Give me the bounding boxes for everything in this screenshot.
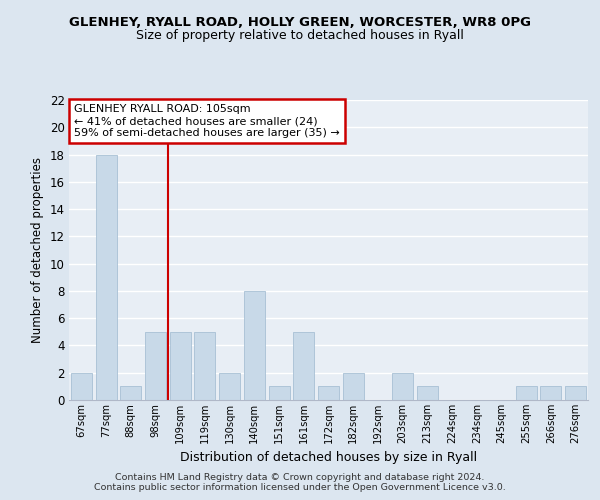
- Bar: [269, 386, 290, 400]
- Bar: [219, 372, 240, 400]
- X-axis label: Distribution of detached houses by size in Ryall: Distribution of detached houses by size …: [180, 452, 477, 464]
- Text: GLENHEY RYALL ROAD: 105sqm
← 41% of detached houses are smaller (24)
59% of semi: GLENHEY RYALL ROAD: 105sqm ← 41% of deta…: [74, 104, 340, 138]
- Bar: [417, 386, 438, 400]
- Bar: [170, 332, 191, 400]
- Bar: [541, 386, 562, 400]
- Text: GLENHEY, RYALL ROAD, HOLLY GREEN, WORCESTER, WR8 0PG: GLENHEY, RYALL ROAD, HOLLY GREEN, WORCES…: [69, 16, 531, 29]
- Bar: [95, 154, 116, 400]
- Bar: [318, 386, 339, 400]
- Bar: [343, 372, 364, 400]
- Bar: [145, 332, 166, 400]
- Bar: [244, 291, 265, 400]
- Bar: [71, 372, 92, 400]
- Text: Size of property relative to detached houses in Ryall: Size of property relative to detached ho…: [136, 30, 464, 43]
- Bar: [565, 386, 586, 400]
- Bar: [392, 372, 413, 400]
- Bar: [194, 332, 215, 400]
- Bar: [293, 332, 314, 400]
- Y-axis label: Number of detached properties: Number of detached properties: [31, 157, 44, 343]
- Bar: [120, 386, 141, 400]
- Bar: [516, 386, 537, 400]
- Text: Contains HM Land Registry data © Crown copyright and database right 2024.
Contai: Contains HM Land Registry data © Crown c…: [94, 473, 506, 492]
